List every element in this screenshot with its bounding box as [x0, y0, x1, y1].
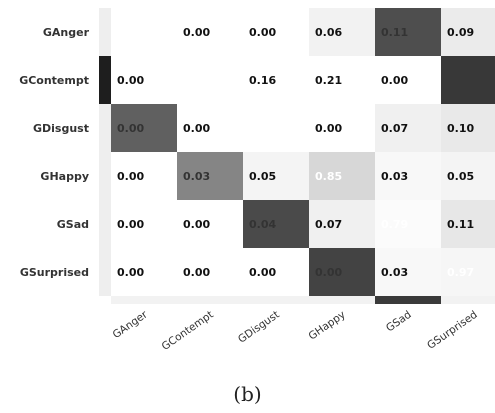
cell-value-label: 0.00: [249, 26, 276, 39]
cell-value-label: 0.00: [183, 122, 210, 135]
edge-strip-cell: [99, 56, 111, 104]
column-labels: GAnger GContempt GDisgust GHappy GSad GSurpri…: [111, 308, 480, 353]
column-label: GHappy: [306, 309, 347, 343]
heatmap-cell: [441, 56, 495, 104]
cell-value-label: 0.85: [315, 170, 342, 183]
cell-value-label: 0.00: [381, 74, 408, 87]
edge-strip-cell: [99, 248, 111, 296]
row-label: GHappy: [40, 170, 89, 183]
cell-value-label: 0.00: [117, 122, 144, 135]
cell-value-label: 0.07: [315, 218, 342, 231]
cell-value-label: 0.00: [315, 266, 342, 279]
cell-value-label: 0.04: [249, 218, 276, 231]
edge-strip-cell: [99, 200, 111, 248]
cell-value-label: 0.00: [183, 218, 210, 231]
cell-value-label: 0.21: [315, 74, 342, 87]
column-label: GContempt: [160, 309, 216, 353]
heatmap-cells: 0.00 0.00 0.06 0.11 0.09 0.00 0.16 0.21 0.00 0.00…: [99, 8, 495, 304]
row-label: GAnger: [43, 26, 90, 39]
cell-value-label: 0.05: [447, 170, 474, 183]
column-label: GDisgust: [236, 309, 282, 346]
cell-value-label: 0.00: [183, 266, 210, 279]
edge-strip-cell: [99, 8, 111, 56]
edge-strip-cell: [99, 152, 111, 200]
column-label: GSad: [384, 309, 414, 335]
cell-value-label: 0.05: [249, 170, 276, 183]
cell-value-label: 0.79: [381, 218, 408, 231]
edge-strip-cell: [441, 296, 495, 304]
cell-value-label: 0.03: [381, 266, 408, 279]
cell-value-label: 0.06: [315, 26, 342, 39]
cell-value-label: 0.00: [117, 218, 144, 231]
edge-strip-cell: [243, 296, 309, 304]
cell-value-label: 0.97: [447, 266, 474, 279]
column-label: GAnger: [111, 308, 151, 341]
confusion-matrix-heatmap: 0.00 0.00 0.06 0.11 0.09 0.00 0.16 0.21 0.00 0.00…: [0, 0, 495, 380]
cell-value-label: 0.16: [249, 74, 276, 87]
cell-value-label: 0.10: [447, 122, 474, 135]
figure-caption: (b): [0, 382, 495, 406]
cell-value-label: 0.00: [249, 266, 276, 279]
cell-value-label: 0.00: [315, 122, 342, 135]
column-label: GSurprised: [425, 309, 480, 352]
row-label: GContempt: [19, 74, 89, 87]
cell-value-label: 0.09: [447, 26, 474, 39]
row-label: GSad: [57, 218, 89, 231]
edge-strip-cell: [99, 104, 111, 152]
cell-value-label: 0.11: [447, 218, 474, 231]
row-labels: GAnger GContempt GDisgust GHappy GSad GSurpri…: [19, 26, 89, 279]
row-label: GSurprised: [20, 266, 89, 279]
cell-value-label: 0.07: [381, 122, 408, 135]
cell-value-label: 0.11: [381, 26, 408, 39]
cell-value-label: 0.00: [183, 26, 210, 39]
edge-strip-cell: [111, 296, 177, 304]
edge-strip-cell: [375, 296, 441, 304]
cell-value-label: 0.03: [183, 170, 210, 183]
cell-value-label: 0.00: [117, 74, 144, 87]
cell-value-label: 0.03: [381, 170, 408, 183]
cell-value-label: 0.00: [117, 170, 144, 183]
edge-strip-cell: [309, 296, 375, 304]
edge-strip-cell: [177, 296, 243, 304]
cell-value-label: 0.00: [117, 266, 144, 279]
row-label: GDisgust: [33, 122, 89, 135]
